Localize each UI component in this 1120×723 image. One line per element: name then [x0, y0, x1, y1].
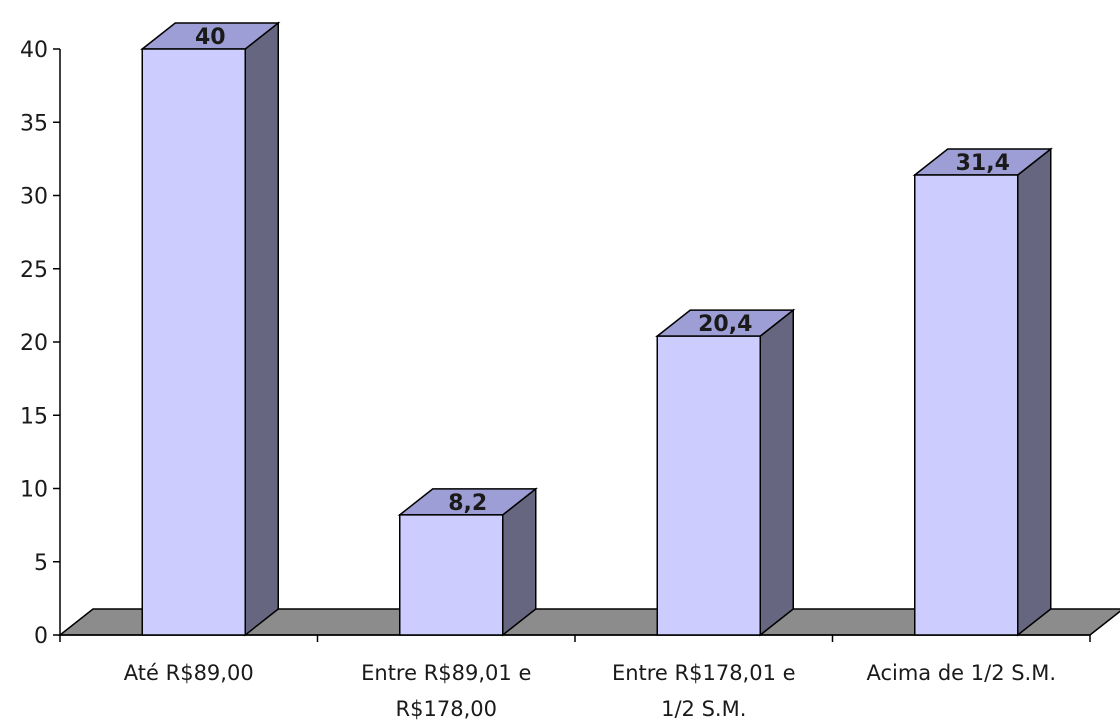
y-tick-label: 35: [20, 111, 48, 136]
x-tick-label: Entre R$89,01 e R$178,00: [361, 661, 531, 721]
y-tick-label: 10: [20, 478, 48, 503]
y-tick-label: 30: [20, 185, 48, 210]
bar-front-face: [914, 174, 1019, 636]
data-label: 31,4: [956, 151, 1010, 176]
bar: [140, 21, 281, 637]
x-tick-label: Acima de 1/2 S.M.: [866, 661, 1056, 685]
bar-front-face: [399, 514, 504, 636]
bar-side-face: [1017, 147, 1052, 637]
y-tick-label: 15: [20, 404, 48, 429]
x-tick-label: Até R$89,00: [124, 661, 254, 685]
y-tick-label: 25: [20, 258, 48, 283]
bar: [912, 147, 1053, 637]
y-axis: 0 5 10 15 20 25 30 35 40: [20, 38, 1091, 649]
x-tick-label: Entre R$178,01 e 1/2 S.M.: [612, 661, 796, 721]
data-label: 40: [195, 25, 226, 50]
data-labels-layer: 40 8,2 20,4 31,4: [195, 25, 1010, 516]
data-label: 8,2: [448, 491, 487, 516]
y-tick-label: 0: [34, 624, 48, 649]
data-label: 20,4: [698, 312, 752, 337]
bar: [397, 487, 538, 637]
bar-side-face: [244, 21, 279, 637]
bar-side-face: [759, 308, 794, 637]
x-axis-labels: Até R$89,00 Entre R$89,01 e R$178,00 Entre …: [124, 661, 1056, 721]
y-tick-label: 20: [20, 331, 48, 356]
y-tick-label: 40: [20, 38, 48, 63]
bar-front-face: [656, 335, 761, 636]
bars-layer: [140, 21, 1053, 637]
y-tick-label: 5: [34, 551, 48, 576]
bar: [655, 308, 796, 637]
bar-front-face: [141, 48, 246, 636]
